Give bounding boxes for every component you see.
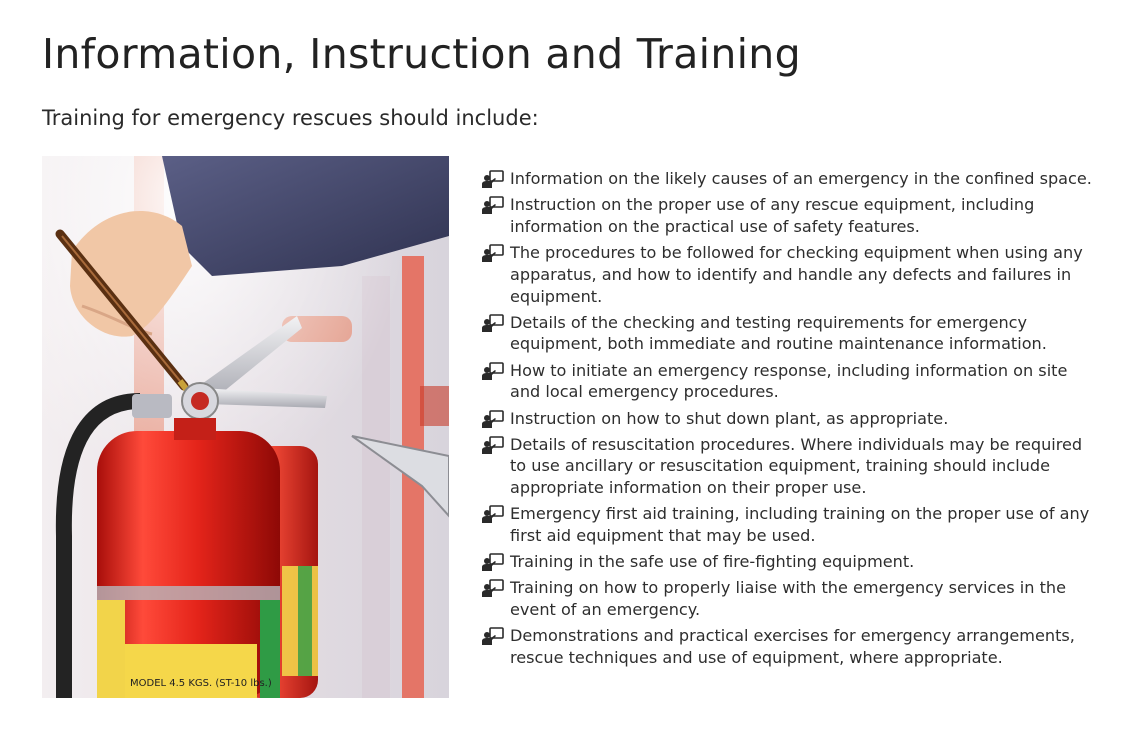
list-item-text: Instruction on the proper use of any res…	[510, 195, 1035, 236]
list-item-text: Emergency first aid training, including …	[510, 504, 1090, 546]
training-presenter-icon	[482, 170, 504, 188]
extinguisher-label: MODEL 4.5 KGS. (ST-10 lbs.)	[130, 678, 272, 689]
list-item-text: How to initiate an emergency response, i…	[510, 360, 1068, 402]
training-presenter-icon	[482, 313, 504, 332]
list-item: Training on how to properly liaise with …	[482, 577, 1102, 620]
page-title: Information, Instruction and Training	[42, 30, 801, 78]
list-item: Details of resuscitation procedures. Whe…	[482, 434, 1102, 499]
list-item-text: Demonstrations and practical exercises f…	[510, 626, 1075, 668]
list-item-text: Training on how to properly liaise with …	[510, 578, 1066, 620]
training-presenter-icon	[482, 627, 504, 646]
list-item: Training in the safe use of fire-fightin…	[482, 551, 1102, 573]
training-presenter-icon	[482, 196, 504, 215]
list-item: Emergency first aid training, including …	[482, 503, 1102, 546]
section-subtitle: Training for emergency rescues should in…	[42, 106, 539, 130]
list-item: Instruction on the proper use of any res…	[482, 194, 1102, 237]
list-item: Demonstrations and practical exercises f…	[482, 625, 1102, 668]
training-presenter-icon	[482, 553, 504, 572]
training-presenter-icon	[482, 505, 504, 524]
list-item-text: Details of the checking and testing requ…	[510, 312, 1047, 354]
list-item-text: The procedures to be followed for checki…	[510, 243, 1083, 306]
list-item-text: Instruction on how to shut down plant, a…	[510, 408, 949, 428]
list-item-text: Information on the likely causes of an e…	[510, 169, 1092, 188]
list-item-text: Training in the safe use of fire-fightin…	[510, 552, 915, 572]
list-item-text: Details of resuscitation procedures. Whe…	[510, 434, 1083, 498]
training-presenter-icon	[482, 361, 504, 380]
list-item: Information on the likely causes of an e…	[482, 168, 1102, 190]
list-item: Instruction on how to shut down plant, a…	[482, 408, 1102, 430]
training-presenter-icon	[482, 409, 504, 428]
list-item: Details of the checking and testing requ…	[482, 312, 1102, 355]
training-presenter-icon	[482, 579, 504, 598]
training-requirements-list: Information on the likely causes of an e…	[482, 168, 1102, 673]
list-item: The procedures to be followed for checki…	[482, 242, 1102, 307]
list-item: How to initiate an emergency response, i…	[482, 360, 1102, 403]
fire-extinguisher-photo: MODEL 4.5 KGS. (ST-10 lbs.)	[42, 156, 449, 698]
training-presenter-icon	[482, 435, 504, 454]
training-presenter-icon	[482, 244, 504, 263]
